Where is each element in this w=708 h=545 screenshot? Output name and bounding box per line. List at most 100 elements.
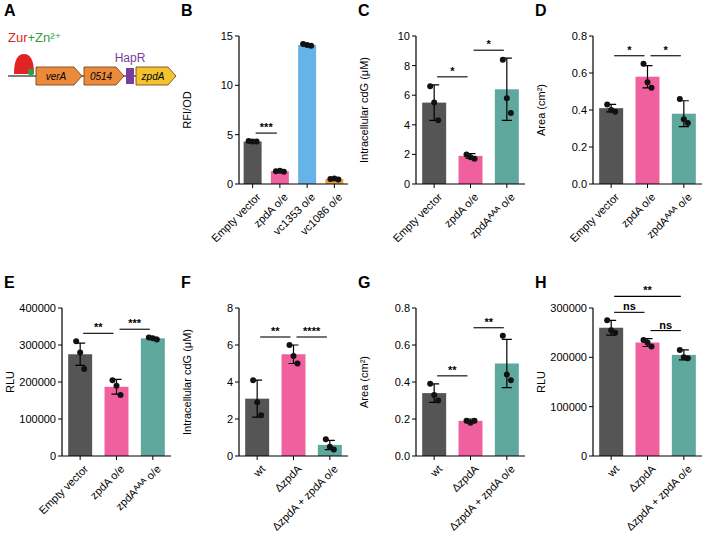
- marks: [245, 342, 342, 456]
- bar: [141, 338, 165, 456]
- data-point: [677, 96, 683, 102]
- significance-label: *: [450, 65, 455, 77]
- hapr-label: HapR: [115, 51, 146, 65]
- x-axis: [239, 183, 348, 184]
- data-point: [604, 317, 610, 323]
- data-point: [472, 418, 478, 424]
- y-tick-label: 15: [221, 30, 233, 42]
- data-point: [500, 57, 506, 63]
- x-tick: [329, 456, 330, 460]
- significance-label: **: [643, 284, 652, 296]
- data-point: [500, 333, 506, 339]
- data-point: [612, 330, 618, 336]
- data-point: [254, 139, 260, 145]
- data-point: [435, 398, 441, 404]
- y-axis: [415, 36, 416, 184]
- y-tick-label: 0: [227, 178, 233, 190]
- y-axis: [415, 308, 416, 456]
- x-tick-label: Empty vector: [567, 190, 621, 244]
- bar: [459, 421, 483, 456]
- data-point: [612, 109, 618, 115]
- data-point: [287, 342, 293, 348]
- data-point: [435, 117, 441, 123]
- y-tick-label: 8: [404, 60, 410, 72]
- data-point: [641, 61, 647, 67]
- data-point: [508, 377, 514, 383]
- y-tick-label: 8: [227, 302, 233, 314]
- y-axis-title: Area (cm²): [535, 84, 547, 136]
- y-tick-label: 200000: [19, 376, 56, 388]
- data-point: [308, 43, 314, 49]
- data-point: [504, 95, 510, 101]
- y-tick-label: 0.2: [572, 141, 587, 153]
- bar: [599, 328, 623, 456]
- x-tick-label: wt: [250, 463, 267, 480]
- y-tick-label: 0.4: [572, 104, 587, 116]
- bar: [636, 343, 660, 456]
- panel-f: F02468Intracellular cdG (μM)wtΔzpdAΔzpdA…: [181, 274, 348, 533]
- data-point: [331, 447, 337, 453]
- data-point: [323, 436, 329, 442]
- regulator-label: Zur+Zn²⁺: [8, 30, 61, 45]
- marks: [68, 335, 165, 456]
- y-tick-label: 0.8: [395, 302, 410, 314]
- significance-label: **: [448, 364, 457, 376]
- gene-label: 0514: [90, 71, 113, 82]
- y-axis-title: Intracellular cdG (μM): [358, 57, 370, 163]
- significance-label: **: [94, 321, 103, 333]
- significance-label: ns: [659, 319, 672, 331]
- bar: [599, 108, 623, 184]
- error-bar: [429, 85, 439, 121]
- x-tick-label: ΔzpdA + zpdA o/e: [624, 463, 694, 533]
- gene-arrow: [136, 67, 176, 85]
- y-tick-label: 0.4: [395, 376, 410, 388]
- panel-d: D0.00.20.40.60.8Area (cm²)Empty vectorzp…: [535, 2, 702, 244]
- error-bar: [252, 380, 262, 417]
- y-tick-label: 0.0: [572, 178, 587, 190]
- panel-letter: F: [181, 274, 191, 291]
- y-tick-label: 10: [398, 30, 410, 42]
- y-tick-label: 2: [227, 413, 233, 425]
- bar: [495, 364, 519, 457]
- marks: [422, 333, 519, 456]
- x-tick-label: zpdAᴬᴬᴬ o/e: [113, 463, 163, 513]
- data-point: [427, 83, 433, 89]
- panel-letter: C: [358, 2, 370, 19]
- data-point: [295, 361, 301, 367]
- y-tick-label: 6: [404, 89, 410, 101]
- data-point: [685, 120, 691, 126]
- error-bar: [643, 66, 653, 88]
- data-point: [504, 372, 510, 378]
- y-axis: [592, 308, 593, 456]
- y-tick-label: 0.0: [395, 450, 410, 462]
- x-tick-label: ΔzpdA: [272, 462, 304, 494]
- y-tick-label: 10: [221, 79, 233, 91]
- data-point: [77, 349, 83, 355]
- gene-arrow: [84, 67, 124, 85]
- data-point: [250, 377, 256, 383]
- significance-label: **: [484, 316, 493, 328]
- data-point: [114, 383, 120, 389]
- data-point: [645, 79, 651, 85]
- y-tick-label: 0.6: [395, 339, 410, 351]
- bar: [672, 355, 696, 456]
- data-point: [604, 101, 610, 107]
- y-axis: [238, 308, 239, 456]
- x-tick-label: ΔzpdA + zpdA o/e: [447, 463, 517, 533]
- x-tick: [683, 184, 684, 188]
- y-axis-title: Area (cm²): [358, 356, 370, 408]
- data-point: [81, 366, 87, 372]
- panel-g: G0.00.20.40.60.8Area (cm²)wtΔzpdAΔzpdA +…: [358, 274, 525, 533]
- panel-letter: A: [4, 2, 16, 19]
- panel-letter: D: [535, 2, 547, 19]
- data-point: [508, 110, 514, 116]
- y-tick-label: 100000: [550, 401, 587, 413]
- error-bar: [75, 343, 85, 365]
- y-axis-title: RFI/OD: [181, 91, 193, 128]
- x-tick: [470, 184, 471, 188]
- x-tick: [611, 184, 612, 188]
- y-tick-label: 300000: [550, 302, 587, 314]
- y-axis: [592, 36, 593, 184]
- panel-c: C0246810Intracellular cdG (μM)Empty vect…: [358, 2, 525, 244]
- significance-label: ***: [260, 121, 274, 133]
